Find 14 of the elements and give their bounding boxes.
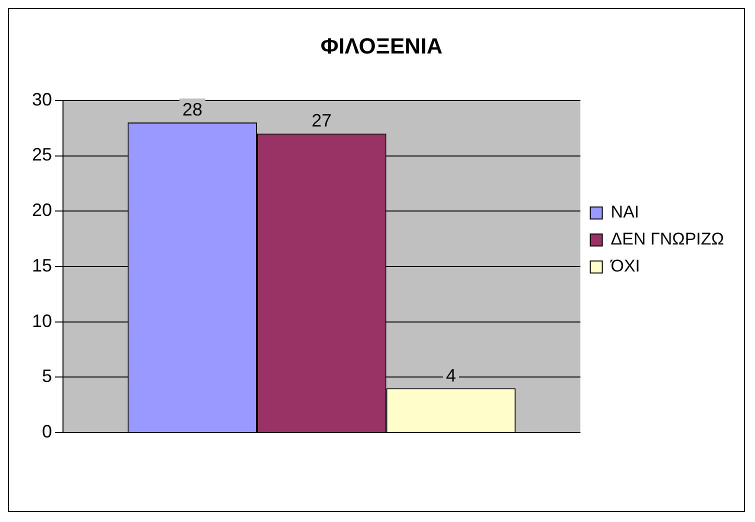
legend-label: ΝΑΙ	[610, 202, 640, 222]
y-tick-label: 20	[32, 200, 52, 220]
chart-title: ΦΙΛΟΞΕΝΙΑ	[320, 33, 443, 58]
y-tick-label: 25	[32, 144, 52, 165]
data-label: 27	[312, 110, 332, 131]
legend-label: ΔΕΝ ΓΝΩΡΙΖΩ	[610, 230, 724, 249]
legend-label: ΌΧΙ	[610, 256, 640, 276]
data-label: 4	[446, 365, 456, 386]
y-tick-label: 0	[42, 422, 52, 442]
data-label: 28	[182, 100, 202, 120]
y-tick-label: 30	[32, 89, 52, 110]
y-tick-label: 15	[32, 255, 52, 276]
y-tick-label: 5	[42, 366, 52, 386]
y-tick-label: 10	[32, 310, 52, 331]
